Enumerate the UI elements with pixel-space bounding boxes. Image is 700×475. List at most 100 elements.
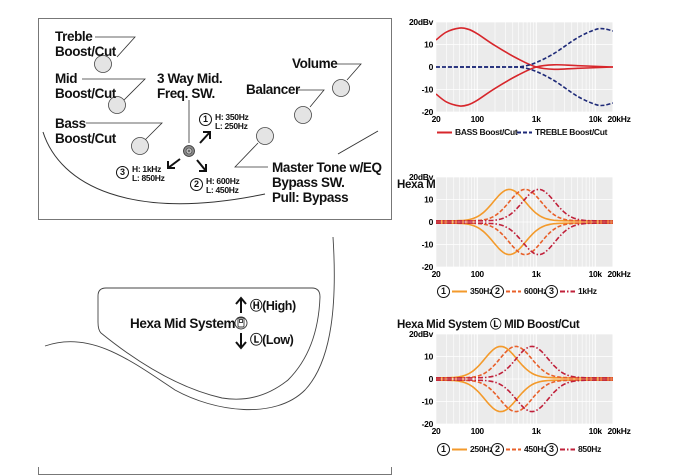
legend-label: BASS Boost/Cut bbox=[455, 127, 518, 137]
arrow-up-icon bbox=[235, 296, 247, 313]
master-leader bbox=[234, 142, 268, 168]
master-label-line3: Pull: Bypass bbox=[272, 190, 349, 205]
x-tick-label: 100 bbox=[471, 426, 485, 436]
chart-3-series bbox=[436, 345, 613, 413]
switch-label-line2: Freq. SW. bbox=[157, 86, 215, 101]
position-2-badge: 2 bbox=[190, 178, 203, 191]
series-line-1-cut bbox=[436, 63, 613, 107]
legend-label: 1kHz bbox=[578, 286, 597, 296]
legend-label: 600Hz bbox=[524, 286, 548, 296]
legend-number-badge: 2 bbox=[491, 443, 504, 456]
legend-number-badge: 3 bbox=[545, 285, 558, 298]
arrow-pos2-icon bbox=[196, 159, 207, 172]
mid-leader bbox=[82, 78, 146, 101]
x-tick-label: 20kHz bbox=[607, 426, 630, 436]
position-1-low: L: 250Hz bbox=[215, 121, 248, 131]
y-tick-label: -20 bbox=[422, 107, 434, 117]
series-line-1-boost bbox=[436, 27, 613, 71]
master-tone-knob bbox=[256, 127, 274, 145]
bass-knob bbox=[131, 137, 149, 155]
mid-label-line1: Mid bbox=[55, 71, 78, 86]
treble-label-line1: Treble bbox=[55, 29, 93, 44]
x-tick-label: 20kHz bbox=[607, 114, 630, 124]
position-3-low: L: 850Hz bbox=[132, 173, 165, 183]
hexa-high-label: Ⓗ(High) bbox=[250, 299, 296, 313]
x-tick-label: 10k bbox=[589, 426, 603, 436]
x-tick-label: 10k bbox=[589, 269, 603, 279]
legend-label: 850Hz bbox=[578, 444, 602, 454]
legend-number-badge: 2 bbox=[491, 285, 504, 298]
legend-label: TREBLE Boost/Cut bbox=[535, 127, 608, 137]
legend-label: 250Hz bbox=[470, 444, 494, 454]
legend-label: 450Hz bbox=[524, 444, 548, 454]
y-tick-label: 0 bbox=[429, 62, 434, 72]
series-line-3-cut bbox=[436, 379, 613, 413]
switch-label: 3 Way Mid. Freq. SW. bbox=[157, 71, 223, 101]
volume-leader bbox=[336, 63, 362, 81]
x-tick-label: 1k bbox=[532, 114, 541, 124]
hexa-body-curve bbox=[44, 236, 335, 411]
legend-number-badge: 1 bbox=[437, 285, 450, 298]
y-tick-label: -10 bbox=[422, 240, 434, 250]
x-tick-label: 100 bbox=[471, 269, 485, 279]
position-2-freqs: H: 600Hz L: 450Hz bbox=[206, 177, 240, 195]
position-3-freqs: H: 1kHz L: 850Hz bbox=[132, 165, 165, 183]
treble-knob bbox=[94, 55, 112, 73]
y-tick-label: 10 bbox=[424, 195, 433, 205]
legend-number-badge: 1 bbox=[437, 443, 450, 456]
y-tick-label: 10 bbox=[424, 40, 433, 50]
bass-label-line2: Boost/Cut bbox=[55, 131, 116, 146]
treble-label-line2: Boost/Cut bbox=[55, 44, 116, 59]
hexa-pickguard-outline bbox=[97, 287, 321, 400]
legend-label: 350Hz bbox=[470, 286, 494, 296]
body-outline-curve bbox=[42, 131, 266, 205]
x-tick-label: 20 bbox=[432, 114, 441, 124]
y-tick-label: 0 bbox=[429, 374, 434, 384]
bass-leader bbox=[86, 122, 163, 141]
hexa-switch-icon bbox=[234, 316, 248, 330]
position-3-badge: 3 bbox=[116, 166, 129, 179]
position-1-freqs: H: 350Hz L: 250Hz bbox=[215, 113, 249, 131]
master-tone-label: Master Tone w/EQ Bypass SW. Pull: Bypass bbox=[272, 160, 382, 205]
treble-leader bbox=[95, 36, 136, 58]
bass-label: Bass Boost/Cut bbox=[55, 116, 116, 146]
balancer-leader bbox=[298, 89, 325, 108]
series-line-3-boost bbox=[436, 188, 613, 222]
control-layout-panel bbox=[38, 18, 392, 220]
y-tick-label: 20dBv bbox=[409, 172, 434, 182]
x-tick-label: 1k bbox=[532, 269, 541, 279]
arrow-pos1-icon bbox=[199, 131, 211, 144]
mid-knob bbox=[108, 96, 126, 114]
position-3-high: H: 1kHz bbox=[132, 164, 162, 174]
hexa-mid-label: Hexa Mid System bbox=[130, 316, 236, 331]
x-tick-label: 10k bbox=[589, 114, 603, 124]
series-line-3-cut bbox=[436, 222, 613, 256]
master-label-line1: Master Tone w/EQ bbox=[272, 160, 382, 175]
y-tick-label: -20 bbox=[422, 419, 434, 429]
y-tick-label: 0 bbox=[429, 217, 434, 227]
y-tick-label: -10 bbox=[422, 85, 434, 95]
mid-label-line2: Boost/Cut bbox=[55, 86, 116, 101]
series-line-2-cut bbox=[436, 66, 613, 107]
treble-label: Treble Boost/Cut bbox=[55, 29, 116, 59]
y-tick-label: 20dBv bbox=[409, 329, 434, 339]
bass-label-line1: Bass bbox=[55, 116, 86, 131]
mid-freq-switch-icon bbox=[183, 145, 195, 157]
y-tick-label: 10 bbox=[424, 352, 433, 362]
position-1-high: H: 350Hz bbox=[215, 112, 249, 122]
master-label-line2: Bypass SW. bbox=[272, 175, 345, 190]
chart-2-series bbox=[436, 188, 613, 256]
x-tick-label: 100 bbox=[471, 114, 485, 124]
x-tick-label: 1k bbox=[532, 426, 541, 436]
body-outline-line bbox=[337, 130, 379, 155]
position-2-low: L: 450Hz bbox=[206, 185, 239, 195]
x-tick-label: 20kHz bbox=[607, 269, 630, 279]
legend-number-badge: 3 bbox=[545, 443, 558, 456]
arrow-pos3-icon bbox=[167, 158, 181, 169]
chart-1-series bbox=[436, 27, 613, 107]
y-tick-label: -10 bbox=[422, 397, 434, 407]
position-1-badge: 1 bbox=[199, 113, 212, 126]
switch-label-line1: 3 Way Mid. bbox=[157, 71, 223, 86]
